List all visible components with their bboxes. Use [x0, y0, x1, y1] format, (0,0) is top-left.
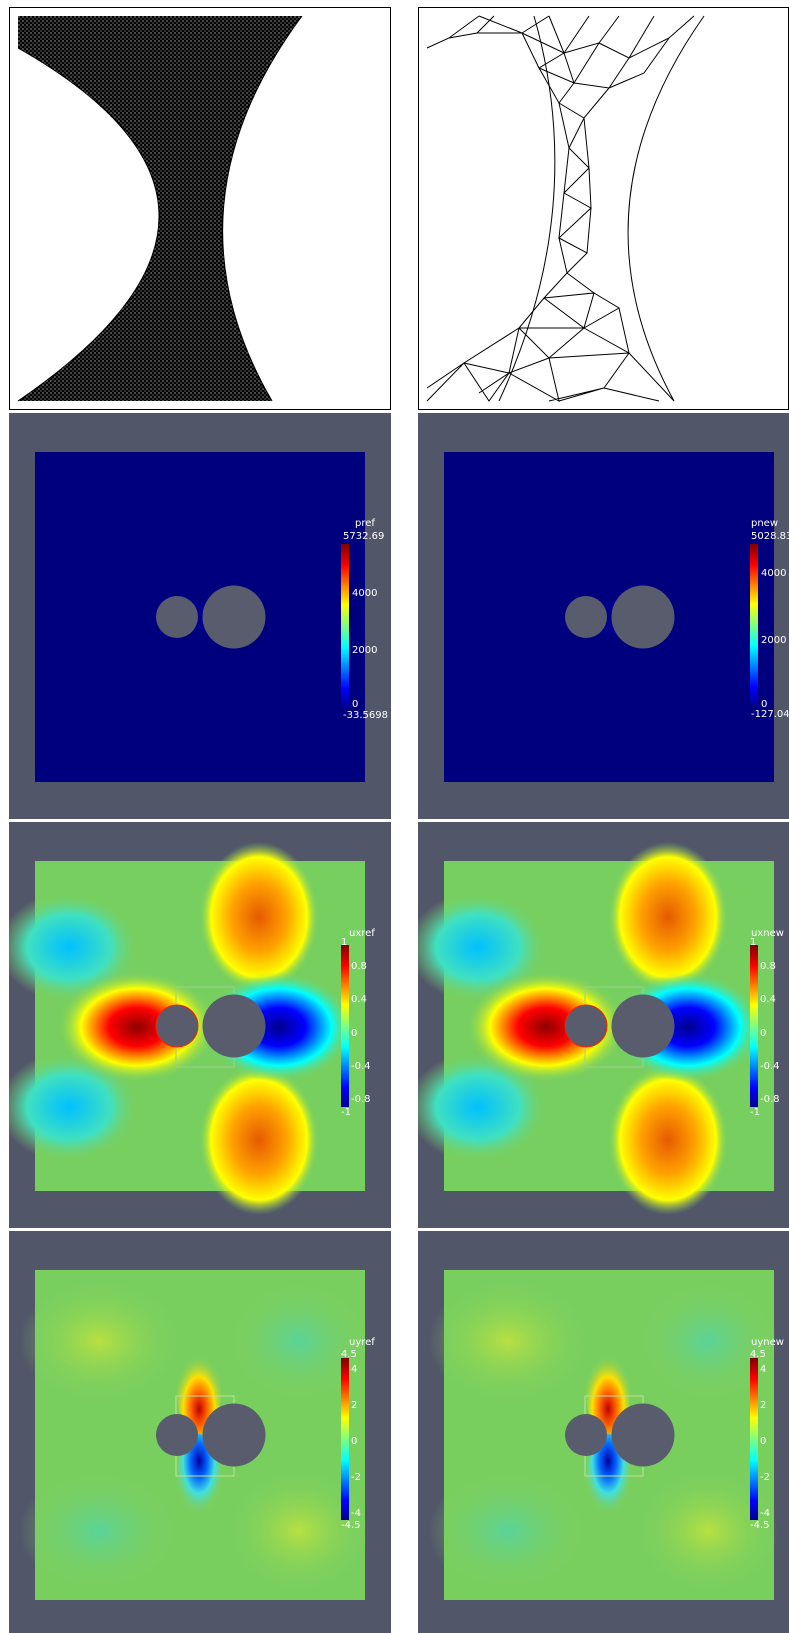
- pnew-panel: pnew 5028.83 4000 2000 0 -127.04: [418, 413, 789, 819]
- uyref-colorbar: uyref 4.5 4 2 0 -2 -4 -4.5: [341, 1337, 375, 1531]
- coarse-mesh-panel: [418, 7, 789, 410]
- uyref-title: uyref: [349, 1337, 375, 1348]
- uynew-panel: uynew 4.5 4 2 0 -2 -4 -4.5: [418, 1231, 789, 1633]
- pref-max-label: 5732.69: [343, 531, 384, 542]
- uxnew-tick-2: 0.4: [760, 994, 776, 1005]
- uyref-min-label: -4.5: [341, 1520, 361, 1531]
- uxnew-tick-1: 0.8: [760, 961, 776, 972]
- uxnew-panel: uxnew 1 0.8 0.4 0 -0.4 -0.8 -1: [418, 822, 789, 1228]
- uxnew-tick-3: 0: [760, 1028, 766, 1039]
- pref-panel: pref 5732.69 4000 2000 0 -33.5698: [9, 413, 391, 819]
- uxref-tick-3: 0: [351, 1028, 357, 1039]
- uyref-panel: uyref 4.5 4 2 0 -2 -4 -4.5: [9, 1231, 391, 1633]
- pref-tick-3: 0: [352, 699, 358, 710]
- uxref-tick-4: -0.4: [351, 1061, 371, 1072]
- uyref-max-label: 4.5: [341, 1349, 357, 1360]
- uyref-plot: uyref 4.5 4 2 0 -2 -4 -4.5: [19, 1270, 375, 1600]
- uynew-tick-5: -4: [760, 1508, 770, 1519]
- uxnew-max-label: 1: [750, 937, 756, 948]
- uynew-tick-3: 0: [760, 1436, 766, 1447]
- pnew-max-label: 5028.83: [751, 531, 789, 542]
- uxref-min-label: -1: [341, 1107, 351, 1118]
- uxnew-tick-5: -0.8: [760, 1094, 780, 1105]
- uynew-title: uynew: [751, 1337, 784, 1348]
- uxnew-plot: uxnew 1 0.8 0.4 0 -0.4 -0.8 -1: [418, 842, 784, 1215]
- uynew-plot: uynew 4.5 4 2 0 -2 -4 -4.5: [428, 1270, 784, 1600]
- uynew-colorbar: uynew 4.5 4 2 0 -2 -4 -4.5: [750, 1337, 784, 1531]
- pnew-tick-3: 0: [761, 699, 767, 710]
- fine-mesh-panel: [9, 7, 391, 410]
- pref-colorbar: pref 5732.69 4000 2000 0 -33.5698: [341, 518, 388, 721]
- uxnew-title: uxnew: [751, 928, 784, 939]
- uxnew-colorbar: uxnew 1 0.8 0.4 0 -0.4 -0.8 -1: [750, 928, 784, 1118]
- uxref-colorbar: uxref 1 0.8 0.4 0 -0.4 -0.8 -1: [341, 928, 375, 1118]
- uxref-title: uxref: [349, 928, 375, 939]
- pref-tick-2: 2000: [352, 645, 377, 656]
- uynew-tick-4: -2: [760, 1472, 770, 1483]
- uyref-tick-5: -4: [351, 1508, 361, 1519]
- pref-title: pref: [355, 518, 375, 529]
- uyref-tick-3: 0: [351, 1436, 357, 1447]
- uxref-tick-1: 0.8: [351, 961, 367, 972]
- pnew-colorbar: pnew 5028.83 4000 2000 0 -127.04: [750, 518, 789, 720]
- uxref-panel: uxref 1 0.8 0.4 0 -0.4 -0.8 -1: [9, 822, 391, 1228]
- uynew-max-label: 4.5: [750, 1349, 766, 1360]
- uyref-tick-4: -2: [351, 1472, 361, 1483]
- pnew-title: pnew: [751, 518, 778, 529]
- uynew-min-label: -4.5: [750, 1520, 770, 1531]
- uxnew-min-label: -1: [750, 1107, 760, 1118]
- uxref-tick-2: 0.4: [351, 994, 367, 1005]
- uxnew-tick-4: -0.4: [760, 1061, 780, 1072]
- pref-min-label: -33.5698: [343, 710, 388, 721]
- uynew-tick-2: 2: [760, 1400, 766, 1411]
- coarse-mesh-drawing: [426, 15, 705, 402]
- uyref-tick-1: 4: [351, 1364, 357, 1375]
- uxref-plot: uxref 1 0.8 0.4 0 -0.4 -0.8 -1: [9, 842, 375, 1215]
- uxref-tick-5: -0.8: [351, 1094, 371, 1105]
- pnew-min-label: -127.04: [751, 709, 789, 720]
- pref-tick-1: 4000: [352, 588, 377, 599]
- uynew-tick-1: 4: [760, 1364, 766, 1375]
- pnew-tick-2: 2000: [761, 635, 786, 646]
- pnew-tick-1: 4000: [761, 568, 786, 579]
- uxref-max-label: 1: [341, 937, 347, 948]
- fine-mesh-drawing: [17, 15, 303, 402]
- pref-plot: pref 5732.69 4000 2000 0 -33.5698: [35, 452, 388, 782]
- uyref-tick-2: 2: [351, 1400, 357, 1411]
- pnew-plot: pnew 5028.83 4000 2000 0 -127.04: [444, 452, 789, 782]
